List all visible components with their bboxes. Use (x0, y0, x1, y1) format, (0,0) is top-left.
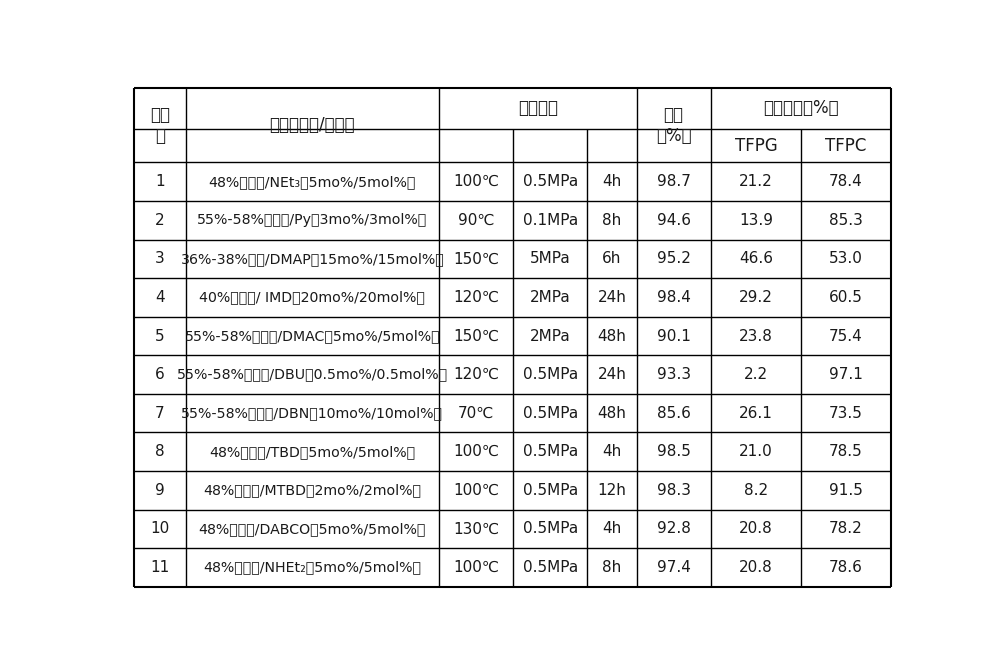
Text: 90.1: 90.1 (657, 329, 691, 343)
Text: 20.8: 20.8 (739, 522, 773, 536)
Text: 20.8: 20.8 (739, 560, 773, 575)
Text: 94.6: 94.6 (657, 213, 691, 228)
Text: 8h: 8h (602, 213, 622, 228)
Text: 10: 10 (150, 522, 170, 536)
Text: 98.3: 98.3 (657, 483, 691, 498)
Text: 11: 11 (150, 560, 170, 575)
Text: 55%-58%氢碘酸/DBN（10mo%/10mol%）: 55%-58%氢碘酸/DBN（10mo%/10mol%） (181, 406, 443, 420)
Text: 2: 2 (155, 213, 165, 228)
Text: 78.2: 78.2 (829, 522, 863, 536)
Text: 98.7: 98.7 (657, 174, 691, 189)
Text: 4h: 4h (602, 174, 622, 189)
Text: 53.0: 53.0 (829, 251, 863, 267)
Text: 75.4: 75.4 (829, 329, 863, 343)
Text: 40%氢氟酸/ IMD（20mo%/20mol%）: 40%氢氟酸/ IMD（20mo%/20mol%） (199, 291, 425, 305)
Text: 13.9: 13.9 (739, 213, 773, 228)
Text: 5MPa: 5MPa (530, 251, 571, 267)
Text: 92.8: 92.8 (657, 522, 691, 536)
Text: 78.6: 78.6 (829, 560, 863, 575)
Text: 90℃: 90℃ (458, 213, 494, 228)
Text: 2MPa: 2MPa (530, 290, 571, 305)
Text: 3: 3 (155, 251, 165, 267)
Text: 48%氢溨酸/MTBD（2mo%/2mol%）: 48%氢溨酸/MTBD（2mo%/2mol%） (203, 484, 421, 498)
Text: 97.1: 97.1 (829, 367, 863, 382)
Text: 48%氢溨酸/DABCO（5mo%/5mol%）: 48%氢溨酸/DABCO（5mo%/5mol%） (199, 522, 426, 536)
Text: 6h: 6h (602, 251, 622, 267)
Text: 5: 5 (155, 329, 165, 343)
Text: 0.5MPa: 0.5MPa (523, 367, 578, 382)
Text: 产物分布（%）: 产物分布（%） (763, 100, 839, 118)
Text: 98.5: 98.5 (657, 444, 691, 460)
Text: 100℃: 100℃ (453, 483, 499, 498)
Text: 23.8: 23.8 (739, 329, 773, 343)
Text: 46.6: 46.6 (739, 251, 773, 267)
Text: 55%-58%氢碘酸/DBU（0.5mo%/0.5mol%）: 55%-58%氢碘酸/DBU（0.5mo%/0.5mol%） (177, 367, 448, 381)
Text: 4h: 4h (602, 444, 622, 460)
Text: 120℃: 120℃ (453, 290, 499, 305)
Text: 26.1: 26.1 (739, 405, 773, 421)
Text: 48%氢溨酸/NEt₃（5mo%/5mol%）: 48%氢溨酸/NEt₃（5mo%/5mol%） (209, 175, 416, 189)
Text: TFPG: TFPG (735, 137, 777, 155)
Text: 85.3: 85.3 (829, 213, 863, 228)
Text: 95.2: 95.2 (657, 251, 691, 267)
Text: 60.5: 60.5 (829, 290, 863, 305)
Text: 1: 1 (155, 174, 165, 189)
Text: 0.5MPa: 0.5MPa (523, 522, 578, 536)
Text: 85.6: 85.6 (657, 405, 691, 421)
Text: 0.5MPa: 0.5MPa (523, 405, 578, 421)
Text: 97.4: 97.4 (657, 560, 691, 575)
Text: 55%-58%氢碘酸/Py（3mo%/3mol%）: 55%-58%氢碘酸/Py（3mo%/3mol%） (197, 213, 428, 227)
Text: 卤化氢溶液/有机碱: 卤化氢溶液/有机碱 (270, 116, 355, 134)
Text: 24h: 24h (598, 367, 626, 382)
Text: 130℃: 130℃ (453, 522, 499, 536)
Text: 0.5MPa: 0.5MPa (523, 444, 578, 460)
Text: 120℃: 120℃ (453, 367, 499, 382)
Text: 98.4: 98.4 (657, 290, 691, 305)
Text: 12h: 12h (598, 483, 626, 498)
Text: 55%-58%氢碘酸/DMAC（5mo%/5mol%）: 55%-58%氢碘酸/DMAC（5mo%/5mol%） (185, 329, 440, 343)
Text: 8h: 8h (602, 560, 622, 575)
Text: 2.2: 2.2 (744, 367, 768, 382)
Text: 4h: 4h (602, 522, 622, 536)
Text: 24h: 24h (598, 290, 626, 305)
Text: 0.5MPa: 0.5MPa (523, 174, 578, 189)
Text: 7: 7 (155, 405, 165, 421)
Text: 实施
例: 实施 例 (150, 106, 170, 144)
Text: 21.2: 21.2 (739, 174, 773, 189)
Text: 0.1MPa: 0.1MPa (523, 213, 578, 228)
Text: 21.0: 21.0 (739, 444, 773, 460)
Text: 48h: 48h (598, 329, 626, 343)
Text: 29.2: 29.2 (739, 290, 773, 305)
Text: TFPC: TFPC (825, 137, 867, 155)
Text: 8: 8 (155, 444, 165, 460)
Text: 48%氢溨酸/TBD（5mo%/5mol%）: 48%氢溨酸/TBD（5mo%/5mol%） (209, 445, 415, 459)
Text: 反应条件: 反应条件 (518, 100, 558, 118)
Text: 78.5: 78.5 (829, 444, 863, 460)
Text: 0.5MPa: 0.5MPa (523, 483, 578, 498)
Text: 收率
（%）: 收率 （%） (656, 106, 691, 144)
Text: 70℃: 70℃ (458, 405, 494, 421)
Text: 48%氢溨酸/NHEt₂（5mo%/5mol%）: 48%氢溨酸/NHEt₂（5mo%/5mol%） (203, 560, 421, 574)
Text: 2MPa: 2MPa (530, 329, 571, 343)
Text: 6: 6 (155, 367, 165, 382)
Text: 91.5: 91.5 (829, 483, 863, 498)
Text: 8.2: 8.2 (744, 483, 768, 498)
Text: 0.5MPa: 0.5MPa (523, 560, 578, 575)
Text: 150℃: 150℃ (453, 251, 499, 267)
Text: 150℃: 150℃ (453, 329, 499, 343)
Text: 73.5: 73.5 (829, 405, 863, 421)
Text: 93.3: 93.3 (657, 367, 691, 382)
Text: 48h: 48h (598, 405, 626, 421)
Text: 100℃: 100℃ (453, 174, 499, 189)
Text: 100℃: 100℃ (453, 560, 499, 575)
Text: 78.4: 78.4 (829, 174, 863, 189)
Text: 9: 9 (155, 483, 165, 498)
Text: 36%-38%盐酸/DMAP（15mo%/15mol%）: 36%-38%盐酸/DMAP（15mo%/15mol%） (181, 252, 444, 266)
Text: 100℃: 100℃ (453, 444, 499, 460)
Text: 4: 4 (155, 290, 165, 305)
